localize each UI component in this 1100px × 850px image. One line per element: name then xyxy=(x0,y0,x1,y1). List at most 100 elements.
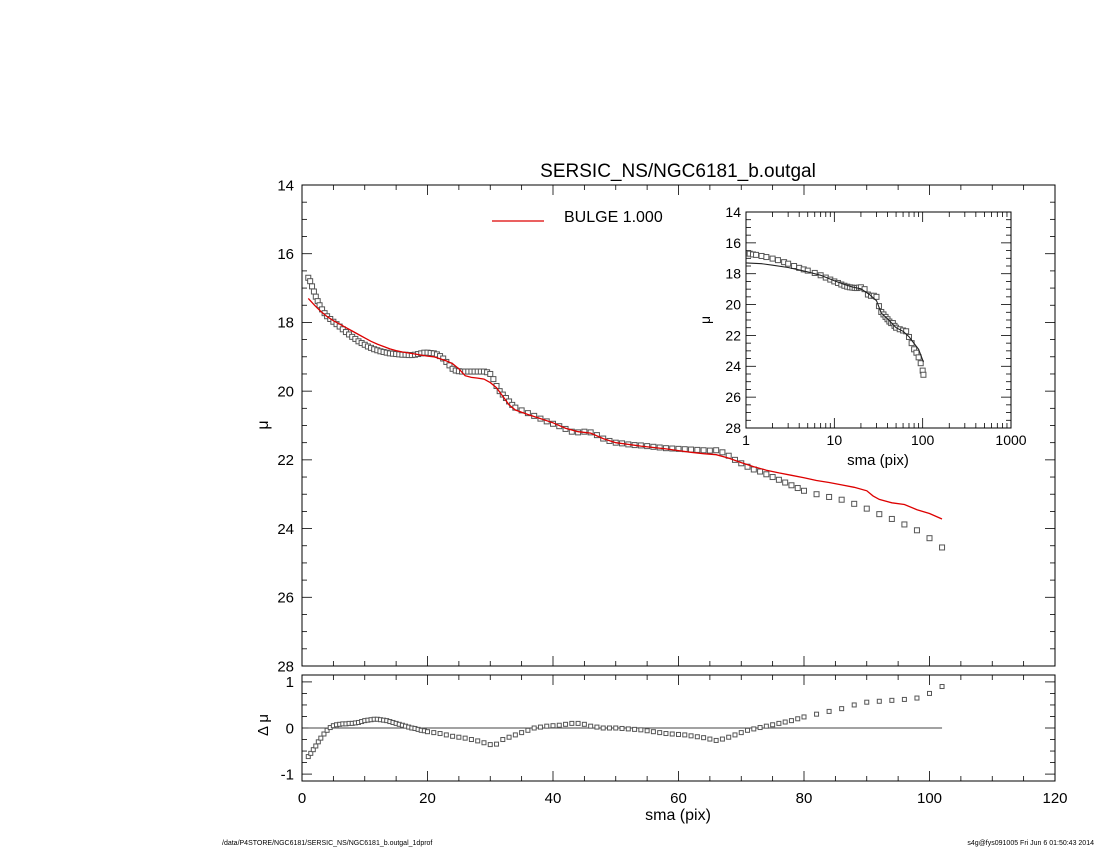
main-data-point xyxy=(939,544,946,551)
residual-data-point xyxy=(745,727,751,733)
residual-x-tick-label: 0 xyxy=(298,790,306,807)
main-y-tick-label: 20 xyxy=(277,383,294,400)
residual-data-point xyxy=(864,699,870,705)
main-data-point xyxy=(706,447,713,454)
inset-x-axis-label: sma (pix) xyxy=(847,452,909,469)
residual-data-point xyxy=(569,720,575,726)
residual-data-point xyxy=(757,725,763,731)
main-data-point xyxy=(926,535,933,542)
main-data-point xyxy=(851,500,858,507)
residual-data-point xyxy=(600,725,606,731)
inset-x-tick-label: 1 xyxy=(742,432,750,448)
residual-data-point xyxy=(650,729,656,735)
residual-data-point xyxy=(682,732,688,738)
residual-data-point xyxy=(694,734,700,740)
main-y-tick-label: 14 xyxy=(277,177,294,194)
residual-data-point xyxy=(726,734,732,740)
inset-x-tick-label: 10 xyxy=(827,432,843,448)
main-axes-frame xyxy=(301,184,1056,667)
main-data-point xyxy=(669,445,676,452)
residual-y-tick-label: 0 xyxy=(286,720,294,737)
residual-x-tick-label: 40 xyxy=(545,790,562,807)
inset-y-tick-label: 22 xyxy=(725,327,741,343)
legend-label-bulge: BULGE 1.000 xyxy=(564,209,663,226)
residual-data-point xyxy=(537,724,543,730)
inset-data-point xyxy=(769,255,776,262)
inset-data-point xyxy=(804,267,811,274)
main-data-point xyxy=(307,278,314,285)
residual-data-point xyxy=(318,735,324,741)
footer-file-path: /data/P4STORE/NGC6181/SERSIC_NS/NGC6181_… xyxy=(222,840,433,847)
residual-data-point xyxy=(425,729,430,735)
inset-y-tick-label: 16 xyxy=(725,235,741,251)
residual-data-point xyxy=(901,696,907,702)
inset-y-tick-label: 26 xyxy=(725,389,741,405)
residual-panel: 0 20 40 60 80 100 120-101 xyxy=(281,674,1068,807)
main-data-point xyxy=(863,505,870,512)
residual-data-point xyxy=(525,727,531,733)
main-y-tick-label: 18 xyxy=(277,315,294,332)
residual-data-point xyxy=(431,730,437,736)
main-data-point xyxy=(888,515,895,522)
residual-data-point xyxy=(512,732,518,738)
residual-data-point xyxy=(795,716,801,722)
residual-data-point xyxy=(770,722,776,728)
main-data-point xyxy=(700,447,707,454)
residual-data-point xyxy=(588,723,594,729)
main-data-point xyxy=(490,376,497,383)
residual-data-point xyxy=(814,711,820,717)
residual-data-point xyxy=(657,730,663,736)
main-data-point xyxy=(568,428,575,435)
residual-x-tick-label: 120 xyxy=(1042,790,1067,807)
inset-panel: 1 10 100 1000 14 16 18 20 22 24 26 28 xyxy=(725,204,1026,448)
inset-series-line xyxy=(745,262,924,363)
main-data-point xyxy=(719,449,726,456)
main-data-point xyxy=(675,445,682,452)
main-data-point xyxy=(757,468,764,475)
residual-data-point xyxy=(563,721,569,727)
residual-data-point xyxy=(462,735,468,741)
residual-data-point xyxy=(707,736,713,742)
residual-data-point xyxy=(594,724,600,730)
main-y-tick-label: 28 xyxy=(277,658,294,675)
residual-data-point xyxy=(701,735,707,741)
residual-data-point xyxy=(625,726,631,732)
residual-data-point xyxy=(437,731,443,737)
residual-data-point xyxy=(581,721,587,727)
inset-x-tick-label: 1000 xyxy=(995,432,1026,448)
main-y-tick-label: 24 xyxy=(277,521,294,538)
residual-data-point xyxy=(324,727,330,733)
residual-data-point xyxy=(556,722,562,728)
inset-y-tick-label: 28 xyxy=(725,420,741,436)
residual-data-point xyxy=(776,720,782,726)
main-data-point xyxy=(309,283,316,290)
inset-axes-frame xyxy=(745,211,1012,429)
inset-data-point xyxy=(915,354,922,361)
residual-data-point xyxy=(494,741,500,747)
inset-data-point xyxy=(785,260,792,267)
main-data-point xyxy=(838,496,845,503)
residual-data-point xyxy=(305,754,311,760)
residual-data-point xyxy=(638,727,644,733)
residual-x-tick-label: 80 xyxy=(796,790,813,807)
residual-data-point xyxy=(644,728,650,734)
main-data-point xyxy=(801,487,807,494)
residual-data-point xyxy=(313,743,319,749)
residual-data-point xyxy=(676,731,681,737)
residual-data-point xyxy=(914,695,920,701)
chart-title: SERSIC_NS/NGC6181_b.outgal xyxy=(540,161,816,182)
residual-data-point xyxy=(927,690,932,696)
main-series-line xyxy=(307,297,943,520)
residual-data-point xyxy=(751,726,757,732)
main-y-tick-label: 16 xyxy=(277,246,294,263)
residual-data-point xyxy=(713,737,719,743)
residual-data-point xyxy=(663,731,669,737)
residual-y-tick-label: 1 xyxy=(286,674,294,691)
residual-data-point xyxy=(468,737,474,743)
residual-data-point xyxy=(475,738,481,744)
residual-data-point xyxy=(889,697,895,703)
inset-data-point xyxy=(758,252,765,259)
residual-data-point xyxy=(481,740,487,746)
main-y-tick-label: 22 xyxy=(277,452,294,469)
residual-data-point xyxy=(619,725,625,731)
